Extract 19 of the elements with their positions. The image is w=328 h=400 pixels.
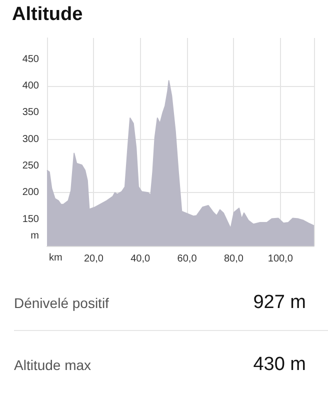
y-tick-label: 200 [22,187,40,198]
x-axis-title: km [49,252,62,264]
x-tick-label: 100,0 [268,254,294,264]
x-tick-label: 40,0 [130,254,151,264]
text: 430 m [253,354,306,376]
y-tick-label: 150 [22,214,40,225]
y-tick-label: 250 [22,160,40,172]
text: 927 m [253,292,306,314]
y-tick-label: 400 [22,80,40,92]
x-tick-label: 60,0 [177,254,198,264]
y-tick-label: 300 [22,134,40,145]
text: Dénivelé positif [14,295,109,311]
x-tick-label: 80,0 [224,254,244,264]
text: Altitude max [14,357,92,373]
x-tick-label: 20,0 [84,254,104,264]
y-tick-label: 350 [22,107,40,118]
y-tick-label: 450 [22,54,40,65]
chart-title: Altitude [12,4,83,26]
y-axis-title: m [30,230,40,242]
